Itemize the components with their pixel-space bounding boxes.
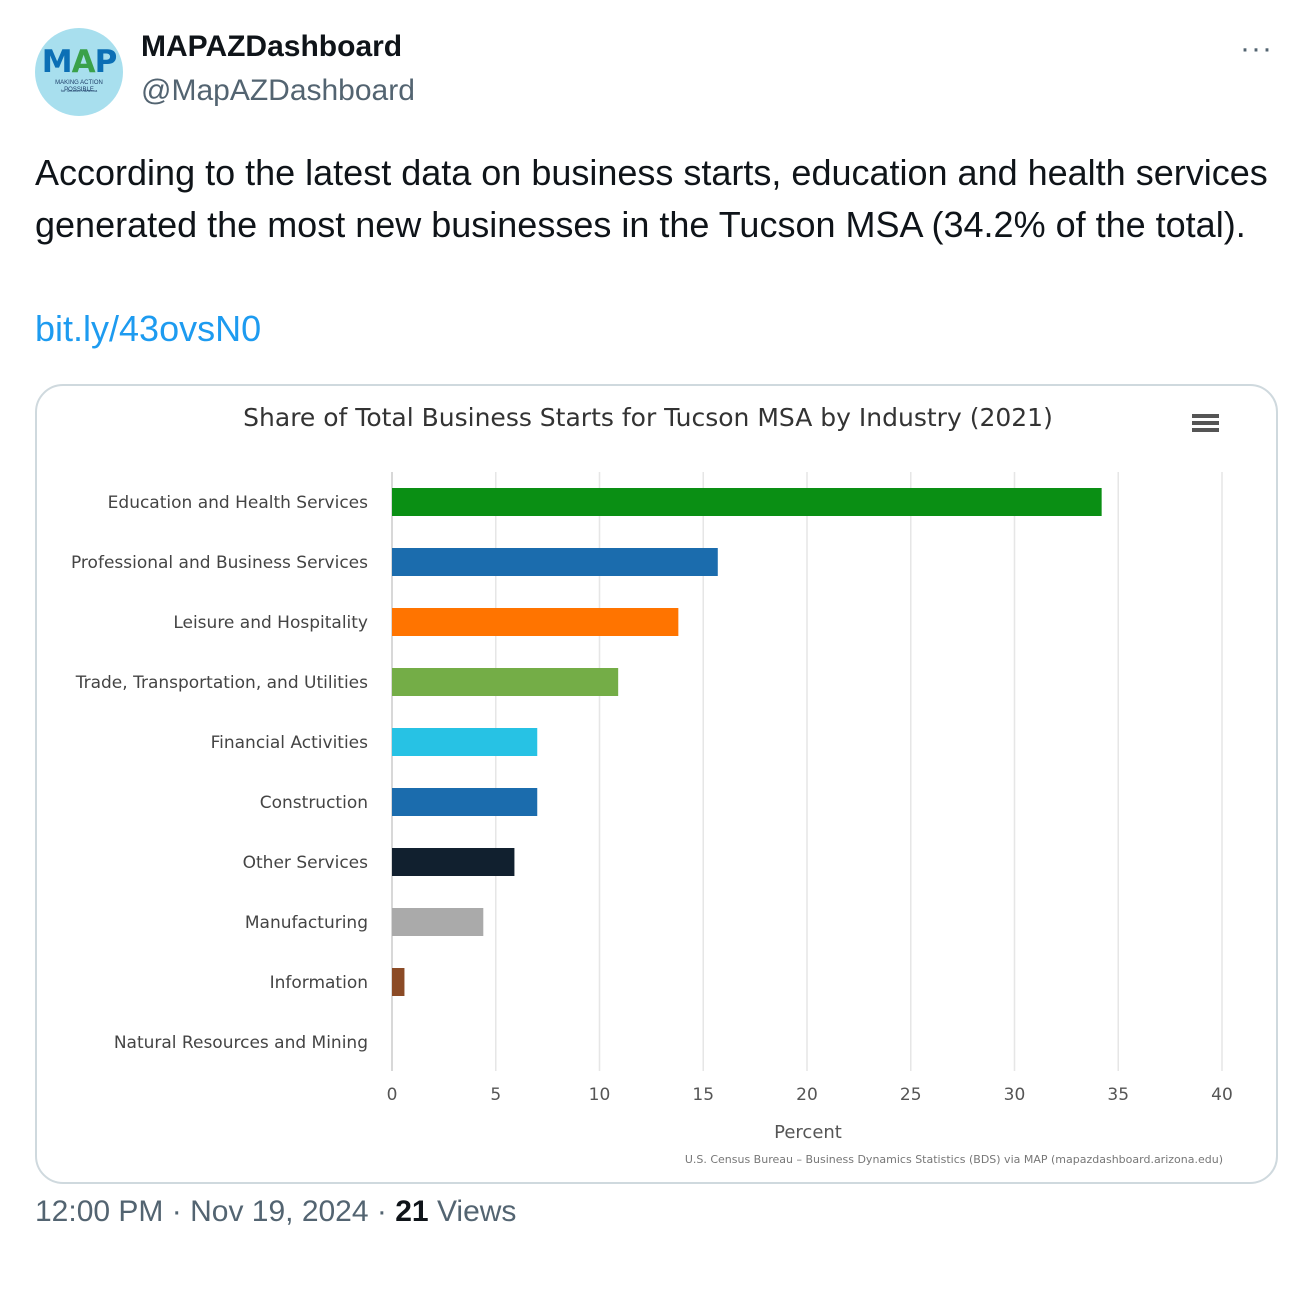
tweet-text: According to the latest data on business… [35, 152, 1268, 245]
chart-gridlines [391, 472, 1223, 1071]
bar-chart: Share of Total Business Starts for Tucso… [71, 403, 1233, 1166]
chart-title: Share of Total Business Starts for Tucso… [243, 403, 1053, 432]
x-axis-label: Percent [774, 1122, 842, 1143]
category-label: Manufacturing [245, 913, 368, 933]
x-tick-label: 10 [589, 1085, 611, 1105]
x-tick-label: 5 [490, 1085, 501, 1105]
bar[interactable] [392, 608, 679, 636]
logo-letter-a: A [71, 44, 96, 80]
map-logo: MAP [35, 44, 123, 80]
x-tick-label: 0 [387, 1085, 398, 1105]
category-label: Financial Activities [211, 733, 369, 753]
chart-x-tick-labels: 0 5 10 15 20 25 30 35 40 [387, 1085, 1233, 1105]
chart-bars [392, 488, 1102, 996]
chart-category-labels: Education and Health Services Professiona… [71, 493, 368, 1053]
category-label: Other Services [243, 853, 369, 873]
author-handle[interactable]: @MapAZDashboard [141, 74, 415, 107]
logo-subtagline: for Southern Arizona [60, 88, 98, 93]
category-label: Information [270, 973, 368, 993]
bar[interactable] [392, 488, 1102, 516]
tweet-metadata: 12:00 PM · Nov 19, 2024 · 21 Views [35, 1195, 516, 1229]
bar[interactable] [392, 668, 619, 696]
bar[interactable] [392, 728, 538, 756]
category-label: Professional and Business Services [71, 553, 368, 573]
bar[interactable] [392, 848, 515, 876]
category-label: Leisure and Hospitality [173, 613, 368, 633]
x-tick-label: 25 [900, 1085, 922, 1105]
bar[interactable] [392, 908, 484, 936]
logo-letter-m: M [41, 44, 73, 80]
x-tick-label: 30 [1004, 1085, 1026, 1105]
views-label: Views [428, 1195, 517, 1228]
chart-credits[interactable]: U.S. Census Bureau – Business Dynamics S… [685, 1153, 1223, 1166]
separator: · [163, 1195, 191, 1228]
more-options-icon[interactable]: ··· [1240, 32, 1273, 65]
category-label: Construction [260, 793, 368, 813]
tweet-date[interactable]: Nov 19, 2024 [190, 1195, 369, 1228]
bar[interactable] [392, 788, 538, 816]
logo-tagline: MAKING ACTION POSSIBLE [55, 80, 103, 93]
separator: · [368, 1195, 396, 1228]
bar[interactable] [392, 548, 718, 576]
views-count: 21 [395, 1195, 429, 1228]
logo-letter-p: P [94, 44, 118, 80]
author-display-name[interactable]: MAPAZDashboard [141, 30, 403, 63]
tweet-link[interactable]: bit.ly/43ovsN0 [35, 308, 262, 349]
hamburger-menu-icon[interactable] [1192, 414, 1219, 432]
category-label: Education and Health Services [108, 493, 368, 513]
avatar[interactable]: MAP MAKING ACTION POSSIBLE for Southern … [35, 28, 123, 116]
category-label: Trade, Transportation, and Utilities [75, 673, 368, 693]
chart-image-card[interactable]: Share of Total Business Starts for Tucso… [35, 384, 1278, 1184]
x-tick-label: 15 [692, 1085, 714, 1105]
category-label: Natural Resources and Mining [114, 1033, 368, 1053]
x-tick-label: 20 [796, 1085, 818, 1105]
tweet-time[interactable]: 12:00 PM [35, 1195, 164, 1228]
bar[interactable] [392, 968, 405, 996]
x-tick-label: 35 [1107, 1085, 1129, 1105]
x-tick-label: 40 [1211, 1085, 1233, 1105]
